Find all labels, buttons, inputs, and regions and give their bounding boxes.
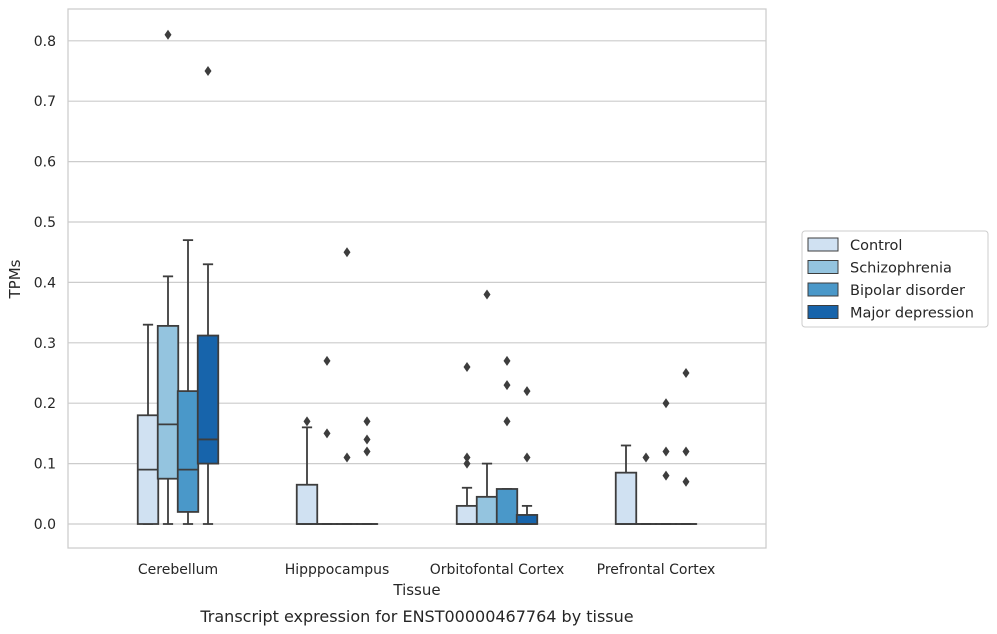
outlier-point [523,452,531,463]
legend-swatch [807,282,839,297]
outlier-point [523,386,531,397]
y-tick-label: 0.6 [34,155,56,171]
legend-swatch [807,260,839,274]
outlier-point [303,416,311,427]
legend-label: Major depression [850,306,974,322]
outlier-point [323,428,331,439]
legend-swatch [807,305,839,319]
outlier-point [343,452,351,463]
box-iqr [176,390,200,513]
outlier-point [503,355,511,366]
x-axis-label: Tissue [392,581,440,599]
y-tick-label: 0.8 [34,34,56,50]
box-plot [634,452,658,525]
box-plot [196,66,220,525]
box-plot [614,444,638,525]
legend-label: Schizophrenia [850,261,952,277]
outlier-point [483,289,491,300]
box-iqr [495,488,519,525]
x-tick-label: Hipppocampus [285,562,390,578]
x-tick-label: Orbitofontal Cortex [430,562,565,578]
outlier-point [363,446,371,457]
box-plot [176,239,200,525]
box-plot [295,416,319,525]
outlier-point [662,446,670,457]
y-tick-label: 0.2 [34,396,56,412]
box-iqr [295,483,319,525]
outlier-point [682,476,690,487]
outlier-point [164,29,172,40]
outlier-point [463,361,471,372]
outlier-point [363,434,371,445]
legend-label: Control [850,238,902,254]
box-plot [495,355,519,525]
outlier-point [323,355,331,366]
outlier-point [662,470,670,481]
box-iqr [455,504,479,525]
box-iqr [196,334,220,465]
outlier-point [463,452,471,463]
outlier-point [642,452,650,463]
box-iqr [475,495,499,525]
y-tick-label: 0.4 [34,275,56,291]
y-axis-label: TPMs [6,259,24,299]
outlier-point [662,398,670,409]
outlier-point [682,368,690,378]
box-plot [355,416,379,525]
box-plot [335,247,359,525]
chart-caption: Transcript expression for ENST0000046776… [199,607,633,626]
y-tick-label: 0.1 [34,457,56,473]
box-iqr [515,514,539,525]
y-tick-label: 0.0 [34,517,56,533]
y-tick-label: 0.5 [34,215,56,231]
legend: Control Schizophrenia Bipolar disorder Majo… [801,230,989,328]
box-plot [136,323,160,525]
outlier-point [204,66,212,76]
box-iqr [614,471,638,525]
y-tick-label: 0.3 [34,336,56,352]
y-tick-label: 0.7 [34,94,56,110]
box-plot [654,398,678,525]
legend-frame [801,230,989,328]
x-tick-label: Prefrontal Cortex [597,562,716,578]
outlier-point [343,247,351,258]
x-tick-label: Cerebellum [138,562,218,578]
box-plot [455,361,479,525]
outlier-point [363,416,371,427]
outlier-point [503,416,511,427]
box-groups [136,29,698,525]
y-tick-labels: 0.0 0.1 0.2 0.3 0.4 0.5 0.6 0.7 0.8 [34,34,56,533]
outlier-point [503,380,511,391]
x-tick-labels: Cerebellum Hipppocampus Orbitofontal Corte… [138,562,715,578]
legend-label: Bipolar disorder [850,283,965,299]
box-plot [674,368,698,525]
legend-swatch [807,237,839,252]
box-plot [515,386,539,525]
outlier-point [463,458,471,469]
outlier-point [682,446,690,457]
box-iqr [156,324,180,480]
